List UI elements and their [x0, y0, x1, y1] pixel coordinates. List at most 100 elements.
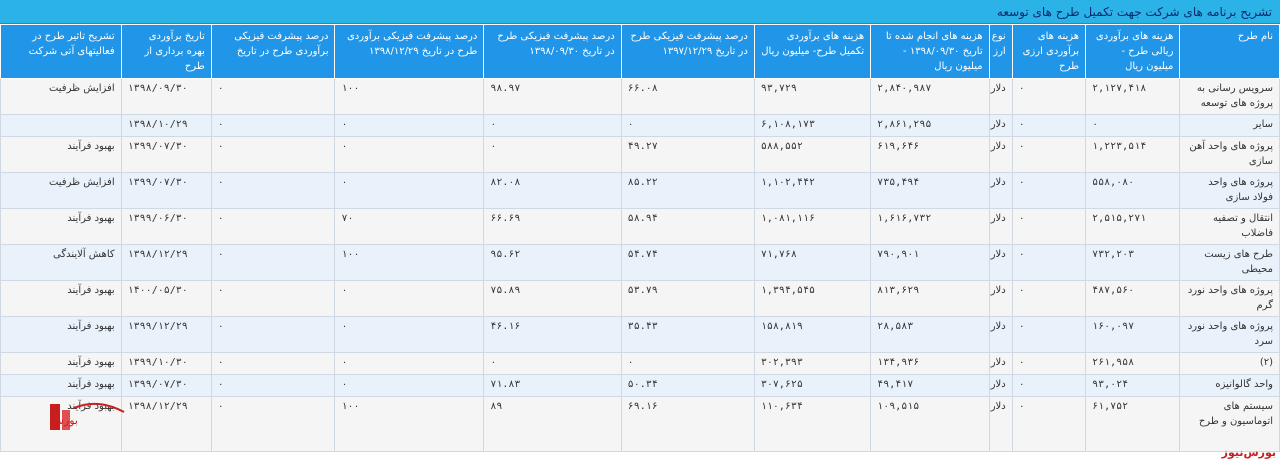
- table-cell: بهبود فرآیند: [0, 208, 122, 245]
- table-row: واحد گالوانیزه ۹۳,۰۲۴ ۰ دلار ۴۹,۴۱۷ ۳۰۷,۶۲۵ ۵۰…: [0, 374, 1280, 397]
- table-cell: ۱۳۹۹/۰۶/۳۰: [120, 208, 212, 245]
- table-cell: بهبود فرآیند: [0, 374, 122, 397]
- table-cell: ۱۳۹۸/۰۹/۳۰: [120, 78, 212, 115]
- table-row: پروژه های واحد نورد سرد ۱۶۰,۰۹۷ ۰ دلار ۲۸,۵۸…: [0, 316, 1280, 353]
- page-title: تشریح برنامه های شرکت جهت تکمیل طرح های …: [0, 0, 1280, 24]
- table-cell: ۰: [210, 316, 336, 353]
- table-cell: ۱,۱۰۲,۴۴۲: [753, 172, 872, 209]
- header-cell: هزینه های برآوردی تکمیل طرح- میلیون ریال: [753, 24, 872, 79]
- table-cell: ۱۰۹,۵۱۵: [870, 396, 990, 452]
- table-cell: ۱۱۰,۶۳۴: [753, 396, 872, 452]
- table-row: پروژه های واحد آهن سازی ۱,۲۲۳,۵۱۴ ۰ دلار ۶۱۹…: [0, 136, 1280, 173]
- table-cell: ۵۳.۷۹: [620, 280, 755, 317]
- table-cell: [0, 114, 122, 137]
- table-cell: ۲,۵۱۵,۲۷۱: [1085, 208, 1181, 245]
- header-cell: تاریخ برآوردی بهره برداری از طرح: [120, 24, 212, 79]
- table-cell: ۱۳۹۹/۱۲/۲۹: [120, 316, 212, 353]
- table-cell: ۹۸.۹۷: [483, 78, 622, 115]
- table-cell: ۵۸.۹۴: [620, 208, 755, 245]
- table-cell: ۰: [210, 244, 336, 281]
- table-cell: ۶,۱۰۸,۱۷۳: [753, 114, 872, 137]
- table-cell: ۰: [483, 136, 622, 173]
- header-cell: نام طرح: [1179, 24, 1280, 79]
- header-cell: درصد پیشرفت فیزیکی طرح در تاریخ ۱۳۹۸/۰۹/…: [483, 24, 622, 79]
- table-cell: انتقال و تصفیه فاضلاب: [1179, 208, 1280, 245]
- table-cell: ۶۱,۷۵۲: [1085, 396, 1181, 452]
- table-cell: ۰: [1011, 280, 1087, 317]
- table-cell: کاهش آلایندگی: [0, 244, 122, 281]
- table-cell: ۱۳۹۸/۱۲/۲۹: [120, 396, 212, 452]
- bourse-news-logo: بورس نیوز: [48, 402, 125, 430]
- table-cell: ۶۹.۱۶: [620, 396, 755, 452]
- table-cell: ۱,۰۸۱,۱۱۶: [753, 208, 872, 245]
- table-cell: ۲,۱۲۷,۴۱۸: [1085, 78, 1181, 115]
- table-cell: ۱۳۹۸/۱۲/۲۹: [120, 244, 212, 281]
- table-cell: دلار: [988, 208, 1013, 245]
- table-cell: ۲,۸۶۱,۲۹۵: [870, 114, 990, 137]
- table-cell: بهبود فرآیند: [0, 136, 122, 173]
- table-cell: ۶۱۹,۶۴۶: [870, 136, 990, 173]
- table-cell: ۵۸۸,۵۵۲: [753, 136, 872, 173]
- table-cell: سیستم های اتوماسیون و طرح: [1179, 396, 1280, 452]
- table-row: سیستم های اتوماسیون و طرح ۶۱,۷۵۲ ۰ دلار ۱۰۹,…: [0, 396, 1280, 452]
- table-cell: دلار: [988, 78, 1013, 115]
- table-row: طرح های زیست محیطی ۷۳۲,۲۰۳ ۰ دلار ۷۹۰,۹۰۱ ۷۱,…: [0, 244, 1280, 281]
- table-cell: ۰: [1011, 396, 1087, 452]
- table-cell: طرح های زیست محیطی: [1179, 244, 1280, 281]
- table-cell: ۶۶.۶۹: [483, 208, 622, 245]
- table-row: انتقال و تصفیه فاضلاب ۲,۵۱۵,۲۷۱ ۰ دلار ۱,۶۱۶…: [0, 208, 1280, 245]
- table-cell: ۰: [210, 114, 336, 137]
- table-cell: ۵۴.۷۴: [620, 244, 755, 281]
- table-cell: ۰: [210, 280, 336, 317]
- table-cell: دلار: [988, 396, 1013, 452]
- table-cell: ۰: [210, 208, 336, 245]
- table-cell: افزایش ظرفیت: [0, 78, 122, 115]
- table-cell: ۷۱,۷۶۸: [753, 244, 872, 281]
- table-cell: ۷۹۰,۹۰۱: [870, 244, 990, 281]
- header-cell: درصد پیشرفت فیزیکی برآوردی طرح در تاریخ …: [334, 24, 485, 79]
- table-cell: سایر: [1179, 114, 1280, 137]
- table-cell: ۰: [334, 114, 485, 137]
- table-cell: ۰: [620, 114, 755, 137]
- table-cell: پروژه های واحد نورد گرم: [1179, 280, 1280, 317]
- table-cell: ۰: [1011, 208, 1087, 245]
- table-cell: ۰: [334, 374, 485, 397]
- table-cell: ۵۰.۳۴: [620, 374, 755, 397]
- table-cell: ۲,۸۴۰,۹۸۷: [870, 78, 990, 115]
- table-cell: ۹۵.۶۲: [483, 244, 622, 281]
- watermark: بورس‌نیوز: [1221, 446, 1276, 459]
- table-cell: ۱۰۰: [334, 78, 485, 115]
- table-cell: ۰: [1011, 136, 1087, 173]
- table-cell: ۷۱.۸۳: [483, 374, 622, 397]
- table-cell: ۱۳۹۹/۰۷/۳۰: [120, 172, 212, 209]
- table-cell: ۱۳۹۹/۱۰/۳۰: [120, 352, 212, 375]
- table-cell: ۰: [210, 396, 336, 452]
- table-cell: ۰: [1011, 244, 1087, 281]
- table-cell: دلار: [988, 280, 1013, 317]
- table-cell: ۴۸۷,۵۶۰: [1085, 280, 1181, 317]
- table-cell: پروژه های واحد نورد سرد: [1179, 316, 1280, 353]
- table-cell: ۸۹: [483, 396, 622, 452]
- table-cell: دلار: [988, 244, 1013, 281]
- table-cell: سرویس رسانی به پروژه های توسعه: [1179, 78, 1280, 115]
- table-cell: ۹۳,۷۲۹: [753, 78, 872, 115]
- table-cell: ۰: [483, 352, 622, 375]
- header-row: نام طرح هزینه های برآوردی ریالی طرح - می…: [0, 24, 1280, 79]
- table-cell: ۱۳۴,۹۳۶: [870, 352, 990, 375]
- table-cell: ۸۲.۰۸: [483, 172, 622, 209]
- table-cell: ۰: [1011, 78, 1087, 115]
- table-cell: دلار: [988, 352, 1013, 375]
- table-cell: ۳۵.۴۳: [620, 316, 755, 353]
- table-cell: بهبود فرآیند: [0, 396, 122, 452]
- table-cell: ۰: [334, 136, 485, 173]
- table-cell: دلار: [988, 136, 1013, 173]
- table-cell: پروژه های واحد فولاد سازی: [1179, 172, 1280, 209]
- table-cell: ۵۵۸,۰۸۰: [1085, 172, 1181, 209]
- table-cell: ۸۵.۲۲: [620, 172, 755, 209]
- table-cell: ۴۹,۴۱۷: [870, 374, 990, 397]
- table-cell: ۱۰۰: [334, 244, 485, 281]
- table-cell: ۱,۳۹۴,۵۴۵: [753, 280, 872, 317]
- header-cell: تشریح تاثیر طرح در فعالیتهای آتی شرکت: [0, 24, 122, 79]
- table-cell: ۲۶۱,۹۵۸: [1085, 352, 1181, 375]
- table-cell: ۱۳۹۹/۰۷/۳۰: [120, 136, 212, 173]
